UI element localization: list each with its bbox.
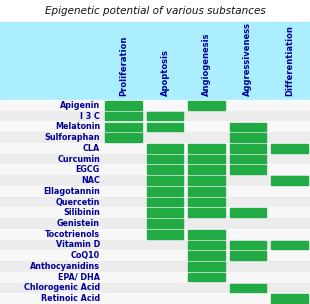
Bar <box>188 155 225 163</box>
Text: Apoptosis: Apoptosis <box>161 49 170 96</box>
Bar <box>147 165 183 174</box>
Bar <box>230 123 266 131</box>
Bar <box>0 100 310 111</box>
Bar <box>188 230 225 239</box>
Bar <box>147 198 183 206</box>
Bar <box>147 209 183 217</box>
Bar <box>0 218 310 229</box>
Text: Aggressiveness: Aggressiveness <box>243 22 252 96</box>
Bar <box>105 112 142 120</box>
Bar <box>188 101 225 110</box>
Text: CoQ10: CoQ10 <box>71 251 100 260</box>
Bar <box>147 123 183 131</box>
Text: Ellagotannin: Ellagotannin <box>43 187 100 196</box>
Bar <box>188 165 225 174</box>
Bar <box>188 144 225 153</box>
Bar <box>0 143 310 154</box>
Bar <box>0 207 310 218</box>
Bar <box>230 133 266 142</box>
Text: Angiogenesis: Angiogenesis <box>202 33 211 96</box>
Bar <box>230 165 266 174</box>
Bar <box>147 219 183 228</box>
Bar <box>230 144 266 153</box>
Bar <box>147 176 183 185</box>
Text: Quercetin: Quercetin <box>55 198 100 206</box>
Bar <box>230 284 266 292</box>
Bar <box>147 155 183 163</box>
Bar <box>188 241 225 249</box>
Bar <box>147 187 183 195</box>
Bar <box>188 187 225 195</box>
Text: Proliferation: Proliferation <box>119 36 128 96</box>
Bar <box>105 133 142 142</box>
Bar <box>0 132 310 143</box>
Text: NAC: NAC <box>81 176 100 185</box>
Bar <box>147 112 183 120</box>
Bar <box>0 261 310 272</box>
Bar <box>147 230 183 239</box>
Bar <box>188 209 225 217</box>
Text: EPA/ DHA: EPA/ DHA <box>58 273 100 282</box>
Bar <box>230 241 266 249</box>
Text: Epigenetic potential of various substances: Epigenetic potential of various substanc… <box>45 6 265 16</box>
Text: EGCG: EGCG <box>76 165 100 174</box>
Text: Curcumin: Curcumin <box>57 154 100 164</box>
Bar <box>271 176 308 185</box>
Text: Anthocyanidins: Anthocyanidins <box>30 262 100 271</box>
Bar <box>0 282 310 293</box>
Bar <box>0 240 310 250</box>
Text: Melatonin: Melatonin <box>55 122 100 131</box>
Bar <box>230 155 266 163</box>
Bar <box>0 197 310 207</box>
Bar <box>105 101 142 110</box>
Bar <box>0 250 310 261</box>
Text: Vitamin D: Vitamin D <box>56 240 100 250</box>
Bar <box>230 209 266 217</box>
Text: CLA: CLA <box>83 144 100 153</box>
Text: Tocotrienols: Tocotrienols <box>45 230 100 239</box>
Bar <box>0 122 310 132</box>
Bar <box>188 273 225 282</box>
Text: Retinoic Acid: Retinoic Acid <box>41 294 100 303</box>
Bar <box>0 293 310 304</box>
Bar <box>188 251 225 260</box>
Bar <box>0 22 310 100</box>
Bar <box>0 175 310 186</box>
Bar <box>230 251 266 260</box>
Bar <box>188 198 225 206</box>
Bar <box>0 154 310 164</box>
Bar <box>0 186 310 197</box>
Text: Silibinin: Silibinin <box>63 208 100 217</box>
Bar <box>188 176 225 185</box>
Text: Chlorogenic Acid: Chlorogenic Acid <box>24 283 100 292</box>
Text: Differentiation: Differentiation <box>285 25 294 96</box>
Bar <box>0 229 310 240</box>
Bar <box>0 111 310 122</box>
Bar <box>105 123 142 131</box>
Bar <box>271 241 308 249</box>
Text: I 3 C: I 3 C <box>80 112 100 121</box>
Bar <box>0 164 310 175</box>
Bar <box>188 262 225 271</box>
Bar <box>0 272 310 282</box>
Bar <box>271 144 308 153</box>
Bar <box>271 294 308 303</box>
Text: Apigenin: Apigenin <box>60 101 100 110</box>
Bar <box>147 144 183 153</box>
Text: Sulforaphan: Sulforaphan <box>44 133 100 142</box>
Text: Genistein: Genistein <box>57 219 100 228</box>
